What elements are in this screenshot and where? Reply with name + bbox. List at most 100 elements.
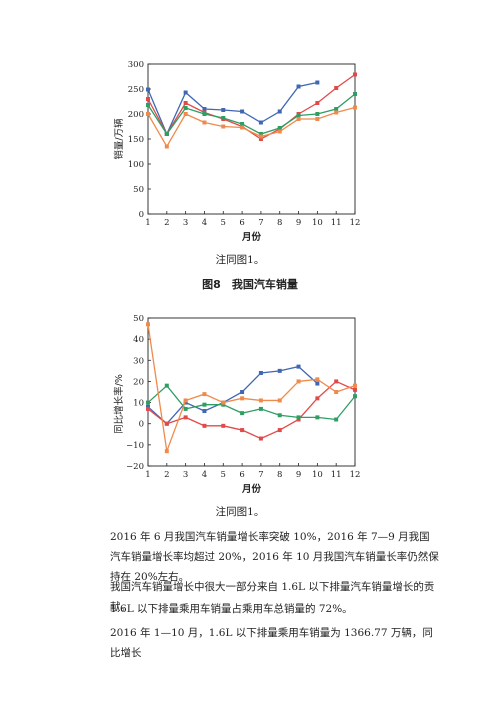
x-axis-title: 月份 [241,483,262,495]
x-tick-label: 9 [296,470,301,480]
series-2-point [334,379,339,384]
series-1-point [315,80,320,85]
y-tick-label: 40 [133,335,144,345]
series-1-point [277,109,282,114]
series-1-point [183,90,188,95]
series-1-point [315,381,320,386]
series-2-point [183,415,188,420]
series-3-point [183,106,188,110]
y-axis-title: 销量/万辆 [113,118,125,160]
x-tick-label: 9 [296,218,301,228]
series-2-point [240,428,245,433]
series-2-point [315,396,320,401]
series-2-point [258,436,263,441]
series-line-2 [147,380,356,440]
series-line-2 [147,73,356,140]
y-tick-label: 30 [133,356,144,366]
series-4-point [334,390,339,394]
y-tick-label: 0 [139,210,144,220]
y-tick-label: 300 [128,60,144,70]
x-tick-label: 7 [258,218,263,228]
series-3-point [202,112,207,116]
series-3-point [221,402,226,407]
series-3-point [277,126,282,130]
x-tick-label: 11 [331,470,342,480]
paragraph-3: 1.6L 以下排量乘用车销量占乘用车总销量的 72%。 [110,603,353,615]
series-2-point [277,428,282,433]
x-tick-label: 2 [164,470,169,480]
x-axis-title: 月份 [241,231,262,243]
series-2-point [146,406,150,411]
series-line-3 [147,384,356,421]
series-3-point [334,107,339,111]
x-tick-label: 7 [258,470,263,480]
series-3-point [183,406,188,411]
series-2-point [353,72,357,77]
series-2-point [164,421,169,426]
series-3-point [334,417,339,422]
x-tick-label: 10 [312,218,323,228]
x-tick-label: 8 [277,470,282,480]
series-4-point [277,398,282,403]
series-2-point [353,387,357,392]
x-tick-label: 3 [183,470,188,480]
figure-caption: 图8 我国汽车销量 [202,278,298,291]
series-line-1 [147,365,318,425]
y-tick-label: 10 [133,399,144,409]
series-4-point [296,117,301,121]
series-2-point [315,101,320,105]
series-4-point [258,398,263,403]
series-3-point [296,415,301,420]
series-3-point [164,132,169,136]
series-2-point [221,423,226,428]
series-2-point [258,137,263,141]
series-4-point [353,105,357,110]
series-2-point [146,97,150,101]
x-tick-label: 1 [145,218,150,228]
series-2-point [183,101,188,105]
x-tick-label: 5 [221,470,226,480]
series-4-point [315,377,320,382]
x-tick-label: 3 [183,218,188,228]
series-3-point [258,406,263,411]
series-4-point [183,112,188,116]
x-tick-label: 2 [164,218,169,228]
series-1-point [202,107,207,111]
x-tick-label: 4 [202,470,207,480]
series-3-point [258,132,263,136]
series-3-point [221,116,226,120]
y-tick-label: −20 [126,462,144,472]
series-3-point [277,413,282,418]
series-4-point [221,400,226,405]
series-1-point [258,120,263,125]
y-tick-label: 200 [128,110,144,120]
series-3-point [164,383,169,388]
series-3-point [353,92,357,96]
series-4-point [353,383,357,388]
series-4-point [258,134,263,139]
x-tick-label: 5 [221,218,226,228]
series-4-point [315,117,320,121]
series-1-point [277,368,282,373]
chart-note-1: 注同图1。 [215,254,265,266]
y-tick-label: −10 [126,441,144,451]
series-line-3 [147,93,356,136]
paragraph-2: 我国汽车销量增长中很大一部分来自 1.6L 以下排量汽车销量增长的贡献。 [110,581,435,613]
series-4-point [164,144,169,149]
x-tick-label: 8 [277,218,282,228]
y-tick-label: 100 [128,160,144,170]
series-4-point [164,449,169,454]
series-3-point [202,402,207,407]
series-line-4 [147,106,356,148]
series-line-4 [147,324,356,452]
series-1-point [258,370,263,375]
series-2-point [296,417,301,422]
series-1-point [202,409,207,414]
y-tick-label: 250 [128,85,144,95]
y-tick-label: 50 [133,185,144,195]
series-1-point [240,390,245,394]
x-tick-label: 6 [239,218,244,228]
series-3-point [353,394,357,399]
